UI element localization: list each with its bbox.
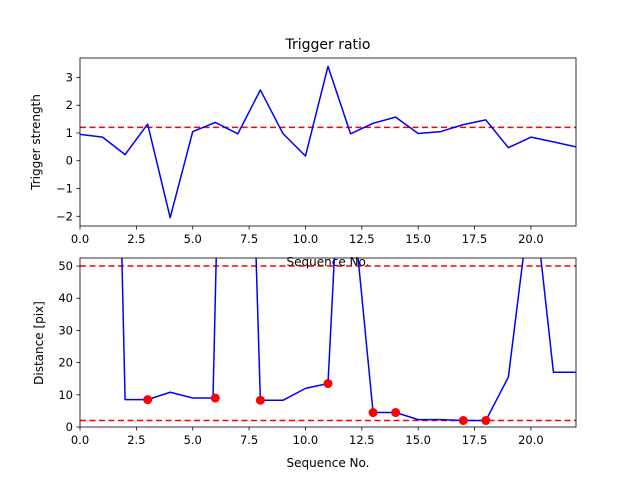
trigger-ratio-y-axis-label: Trigger strength — [29, 94, 43, 191]
x-tick-label: 10.0 — [293, 232, 319, 246]
trigger-ratio-axes: Trigger ratio Trigger strength Sequence … — [29, 37, 577, 269]
plot-area — [80, 65, 576, 219]
y-tick-label: −1 — [56, 182, 73, 196]
x-tick-label: 0.0 — [71, 433, 89, 447]
data-point-marker — [210, 393, 220, 403]
axes-frame — [79, 57, 577, 227]
trigger-ratio-title: Trigger ratio — [284, 37, 370, 53]
series-line-0 — [121, 258, 576, 422]
x-tick-label: 20.0 — [518, 232, 544, 246]
y-tick-label: 50 — [58, 259, 73, 273]
y-tick-label: 20 — [58, 356, 73, 370]
x-tick-label: 2.5 — [127, 433, 145, 447]
x-tick-label: 15.0 — [405, 433, 431, 447]
data-point-marker — [255, 395, 265, 405]
y-tick-label: −2 — [56, 209, 73, 223]
y-tick-label: 30 — [58, 323, 73, 337]
x-tick-label: 15.0 — [405, 232, 431, 246]
x-tick-label: 12.5 — [349, 433, 375, 447]
x-tick-label: 5.0 — [184, 232, 202, 246]
data-point-marker — [458, 416, 468, 426]
y-tick-label: 3 — [66, 70, 73, 84]
x-tick-label: 7.5 — [240, 433, 258, 447]
x-tick-label: 20.0 — [518, 433, 544, 447]
y-tick-label: 1 — [66, 126, 73, 140]
series-line-0 — [80, 65, 576, 219]
x-tick-label: 5.0 — [184, 433, 202, 447]
x-tick-label: 17.5 — [462, 232, 488, 246]
y-tick-label: 40 — [58, 291, 73, 305]
y-tick-label: 2 — [66, 98, 73, 112]
data-point-marker — [143, 395, 153, 405]
data-point-marker — [368, 408, 378, 418]
x-tick-label: 17.5 — [462, 433, 488, 447]
x-tick-label: 10.0 — [293, 433, 319, 447]
data-point-marker — [323, 379, 333, 389]
x-tick-label: 2.5 — [127, 232, 145, 246]
x-tick-label: 7.5 — [240, 232, 258, 246]
distance-y-axis-label: Distance [pix] — [32, 301, 46, 385]
x-tick-label: 0.0 — [71, 232, 89, 246]
y-tick-label: 0 — [66, 154, 73, 168]
x-tick-label: 12.5 — [349, 232, 375, 246]
axes-frame — [79, 257, 577, 428]
y-tick-label: 0 — [66, 420, 73, 434]
distance-x-axis-label: Sequence No. — [287, 456, 370, 470]
data-point-marker — [391, 408, 401, 418]
data-point-marker — [481, 416, 491, 426]
plot-area — [80, 258, 576, 422]
trigger-ratio-x-axis-label: Sequence No. — [287, 255, 370, 269]
y-tick-label: 10 — [58, 388, 73, 402]
distance-axes: Distance [pix] Sequence No. 0.0 2.5 5.0 7.5… — [32, 257, 577, 470]
